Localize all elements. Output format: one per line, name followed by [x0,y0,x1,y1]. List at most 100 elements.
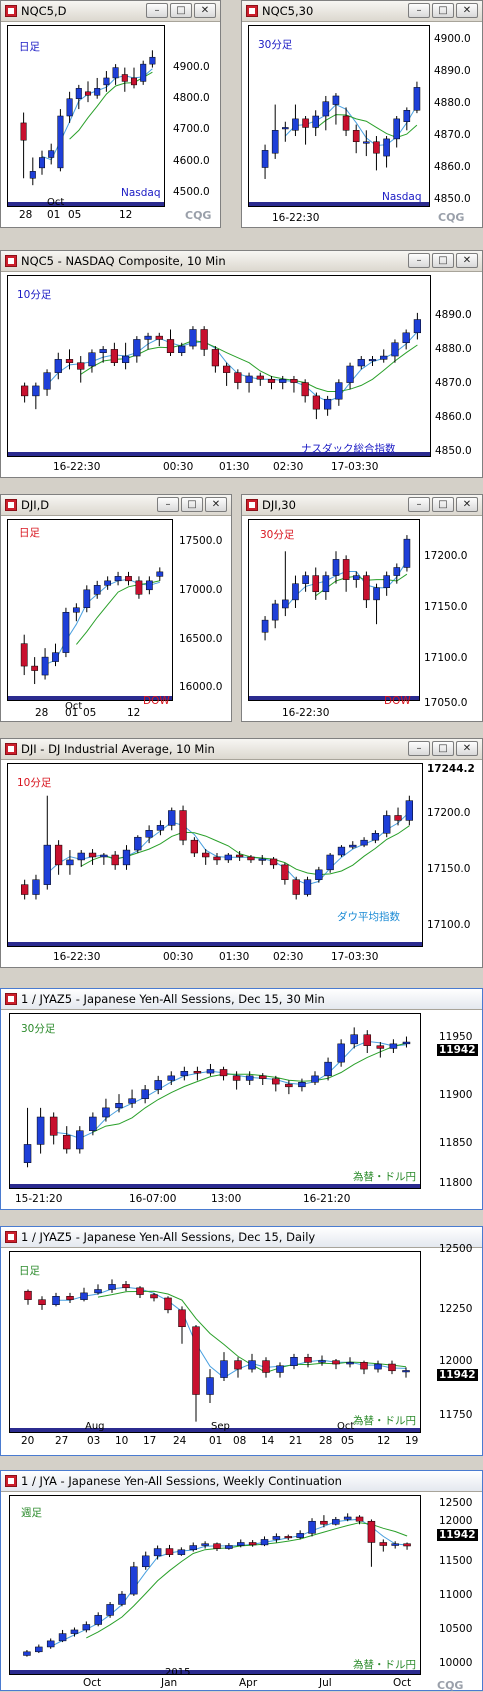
minimize-button[interactable]: – [408,741,430,756]
price-chart[interactable] [9,1495,421,1675]
symbol-label: Nasdaq [121,187,161,199]
maximize-button[interactable]: □ [432,741,454,756]
candle-body [320,1520,328,1525]
minimize-button[interactable]: – [146,3,168,18]
symbol-label: DOW [384,695,411,707]
candle-body [368,359,377,362]
close-button[interactable]: ✕ [456,253,478,268]
chart-window-nqc5-30min[interactable]: NQC5,30 – □ ✕ 30分足 Nasdaq 4900.0 4890.0 48… [241,0,483,228]
window-titlebar[interactable]: 1 / JYAZ5 - Japanese Yen-All Sessions, D… [1,989,482,1010]
chart-window-jpy-weekly[interactable]: 1 / JYA - Japanese Yen-All Sessions, Wee… [0,1470,483,1692]
candle-body [272,1078,280,1085]
chart-window-jpy-30min[interactable]: 1 / JYAZ5 - Japanese Yen-All Sessions, D… [0,988,483,1210]
y-tick: 12000 [439,1515,473,1527]
period-label: 日足 [19,1265,40,1277]
candle-body [93,585,101,595]
minimize-button[interactable]: – [408,253,430,268]
candle-body [83,589,91,609]
candle-body [133,339,141,357]
candle-body [164,1297,172,1311]
period-label: 10分足 [17,777,52,789]
candle-body [357,359,365,367]
candle-body [332,1360,340,1365]
close-button[interactable]: ✕ [456,3,478,18]
minimize-button[interactable]: – [157,497,179,512]
maximize-button[interactable]: □ [181,497,203,512]
chart-window-dji-30min[interactable]: DJI,30 – □ ✕ 30分足 DOW 17200.0 17150.0 1710… [241,494,483,722]
window-titlebar[interactable]: 1 / JYAZ5 - Japanese Yen-All Sessions, D… [1,1227,482,1248]
candle-body [206,1377,214,1395]
price-chart[interactable] [7,275,431,457]
close-button[interactable]: ✕ [456,741,478,756]
candle-body [94,1615,102,1625]
candle-body [201,1543,209,1546]
maximize-button[interactable]: □ [432,253,454,268]
candle-body [52,652,59,662]
x-tick: 21 [289,1435,303,1447]
chart-window-dji-10min[interactable]: DJI - DJ Industrial Average, 10 Min – □ ✕ … [0,738,483,968]
period-label: 30分足 [21,1023,56,1035]
candle-body [322,575,330,593]
cqg-app-icon [5,1475,17,1487]
maximize-button[interactable]: □ [432,497,454,512]
window-title: NQC5 - NASDAQ Composite, 10 Min [21,254,226,268]
moving-average-line [69,71,153,140]
candle-body [292,583,299,601]
time-bar [10,1670,420,1674]
window-titlebar[interactable]: NQC5,30 – □ ✕ [242,1,482,22]
candle-body [178,1309,186,1328]
candle-body [130,1566,138,1595]
candle-body [213,856,221,861]
x-tick: 16-22:30 [53,951,101,963]
minimize-button[interactable]: – [408,3,430,18]
symbol-label: 為替・ドル円 [353,1415,416,1427]
candle-body [114,576,122,582]
candle-body [335,382,343,400]
x-tick: 20 [21,1435,35,1447]
y-tick: 11950 [439,1031,473,1043]
symbol-label: ナスダック総合指数 [301,443,396,455]
window-titlebar[interactable]: DJI - DJ Industrial Average, 10 Min – □ ✕ [1,739,482,760]
close-button[interactable]: ✕ [205,497,227,512]
price-chart[interactable] [9,1013,421,1189]
window-titlebar[interactable]: NQC5,D – □ ✕ [1,1,220,22]
price-chart[interactable] [248,25,430,207]
candle-body [20,122,27,141]
price-chart[interactable] [9,1251,421,1433]
price-chart[interactable] [7,25,165,207]
window-titlebar[interactable]: NQC5 - NASDAQ Composite, 10 Min – □ ✕ [1,251,482,272]
candle-body [122,1284,130,1289]
minimize-button[interactable]: – [408,497,430,512]
period-label: 30分足 [258,39,293,51]
y-tick: 17200.0 [424,550,468,562]
chart-window-dji-daily[interactable]: DJI,D – □ ✕ 日足 DOW 17500.0 17000.0 16500.0… [0,494,232,722]
candle-body [304,1356,312,1363]
candle-body [267,379,276,383]
plot-area [9,1013,421,1189]
candle-body [245,375,253,383]
chart-window-jpy-daily[interactable]: 1 / JYAZ5 - Japanese Yen-All Sessions, D… [0,1226,483,1456]
close-button[interactable]: ✕ [456,497,478,512]
candle-body [403,1543,411,1547]
chart-window-nqc5-daily[interactable]: NQC5,D – □ ✕ 日足 Nasdaq 4900.0 4800.0 4700.… [0,0,221,228]
candle-body [374,1363,382,1370]
window-titlebar[interactable]: DJI,D – □ ✕ [1,495,231,516]
price-chart[interactable] [7,519,173,701]
chart-window-nasdaq-10min[interactable]: NQC5 - NASDAQ Composite, 10 Min – □ ✕ 10分足… [0,250,483,478]
candle-body [248,1542,257,1546]
candle-body [343,1516,352,1520]
candle-body [312,115,319,128]
maximize-button[interactable]: □ [170,3,192,18]
candle-body [102,1107,110,1118]
candle-body [413,87,421,111]
x-tick: 05 [341,1435,355,1447]
candle-body [373,587,380,601]
maximize-button[interactable]: □ [432,3,454,18]
window-titlebar[interactable]: DJI,30 – □ ✕ [242,495,482,516]
window-titlebar[interactable]: 1 / JYA - Japanese Yen-All Sessions, Wee… [1,1471,482,1492]
close-button[interactable]: ✕ [194,3,216,18]
price-chart[interactable] [248,519,420,701]
candle-body [77,362,85,370]
price-chart[interactable] [7,763,423,947]
candle-body [77,852,85,861]
